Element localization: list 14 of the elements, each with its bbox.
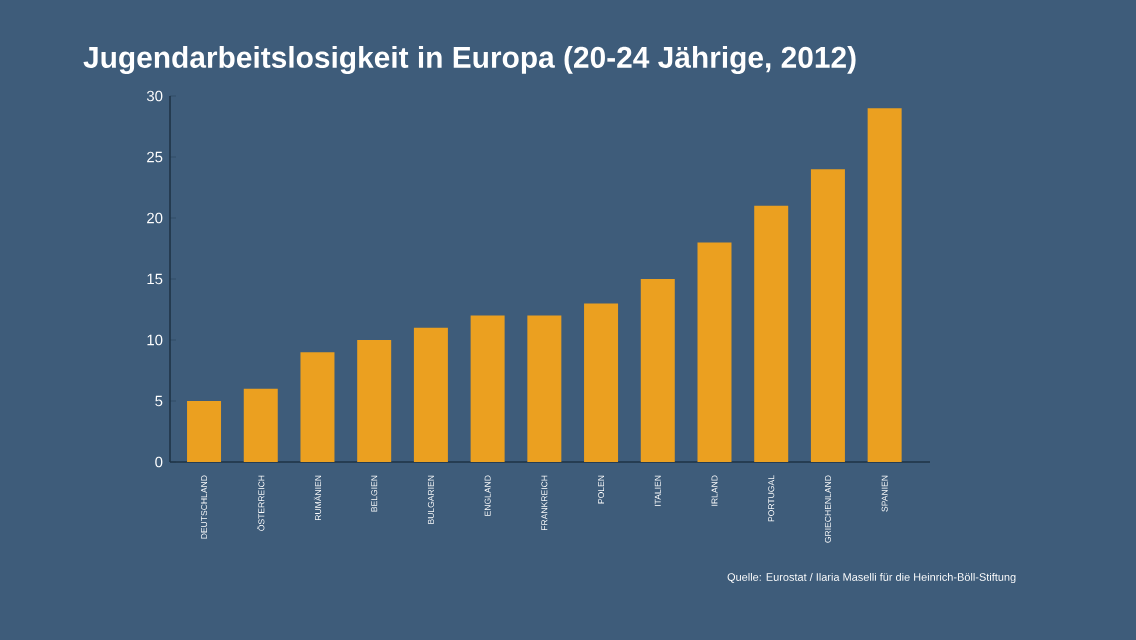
bar (300, 352, 335, 462)
chart-title: Jugendarbeitslosigkeit in Europa (20-24 Jährige, 2012) (83, 46, 856, 75)
bar (187, 401, 222, 462)
bar (867, 108, 902, 462)
bar (697, 242, 732, 462)
bar (470, 315, 505, 462)
bar (527, 315, 562, 462)
bar (413, 327, 448, 462)
bar (243, 388, 278, 462)
bar (584, 303, 619, 462)
bar (810, 169, 845, 462)
bar (640, 279, 675, 462)
bar (754, 205, 789, 462)
bar (357, 340, 392, 462)
